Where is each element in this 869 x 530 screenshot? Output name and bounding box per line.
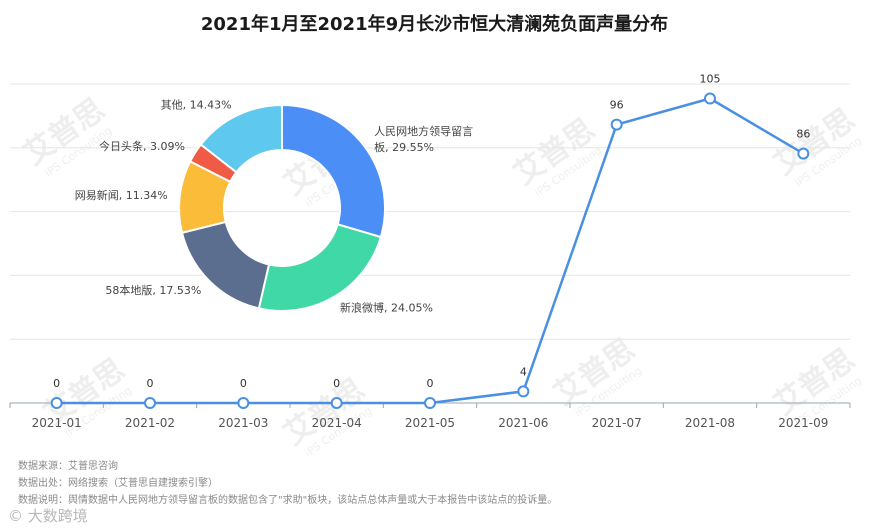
brand-logo: © 大数跨境 (8, 507, 88, 525)
pie-slice (199, 103, 283, 174)
x-tick-label: 2021-07 (592, 416, 642, 430)
pie-slice (281, 103, 386, 239)
slice-label-line: 板, 29.55% (374, 140, 434, 154)
slice-label-line: 今日头条, 3.09% (99, 139, 185, 153)
slice-label: 人民网地方领导留言板, 29.55% (374, 124, 473, 154)
data-point (797, 147, 810, 160)
slice-label-line: 58本地版, 17.53% (105, 283, 201, 297)
x-tick-label: 2021-08 (685, 416, 735, 430)
donut-chart: 人民网地方领导留言板, 29.55% 新浪微博, 24.05% 58本地版, 17.… (75, 99, 473, 315)
data-label: 0 (333, 377, 340, 390)
data-point (330, 397, 343, 409)
line-series: 0 0 0 0 0 4 96 105 86 (50, 73, 810, 409)
x-tick-label: 2021-05 (405, 416, 455, 430)
x-tick-label: 2021-01 (32, 416, 82, 430)
footnotes: 数据来源：艾普思咨询 数据出处：网络搜索（艾普思自建搜索引擎） 数据说明：舆情数… (18, 458, 557, 509)
slice-label-line: 网易新闻, 11.34% (75, 188, 168, 202)
data-point (517, 385, 530, 398)
data-label: 0 (53, 377, 60, 390)
data-label: 0 (147, 377, 154, 390)
data-point (50, 397, 63, 409)
x-tick-label: 2021-06 (498, 416, 548, 430)
x-tick-label: 2021-02 (125, 416, 175, 430)
data-point (610, 118, 623, 131)
x-tick-label: 2021-09 (778, 416, 828, 430)
data-label: 4 (520, 365, 527, 378)
slice-label: 其他, 14.43% (161, 99, 232, 112)
slice-label-line: 其他, 14.43% (161, 99, 232, 112)
data-point (144, 397, 156, 409)
slice-label: 网易新闻, 11.34% (75, 188, 168, 202)
note-origin: 数据出处：网络搜索（艾普思自建搜索引擎） (18, 478, 218, 489)
slice-label-line: 人民网地方领导留言 (374, 124, 473, 138)
slice-label: 58本地版, 17.53% (105, 283, 201, 297)
data-point (237, 397, 250, 409)
data-point (704, 92, 716, 105)
data-point (424, 397, 436, 409)
data-label: 86 (796, 128, 810, 141)
data-label: 0 (427, 377, 434, 390)
data-label: 105 (700, 73, 721, 86)
grid-lines (9, 83, 851, 408)
x-axis-labels: 2021-01 2021-02 2021-03 2021-04 2021-05 2021-… (32, 416, 829, 430)
slice-label: 今日头条, 3.09% (99, 139, 185, 153)
x-tick-label: 2021-04 (312, 416, 362, 430)
note-explanation: 数据说明：舆情数据中人民网地方领导留言板的数据包含了"求助"板块，该站点总体声量… (18, 495, 558, 506)
x-tick-label: 2021-03 (218, 416, 268, 430)
pie-slice (257, 223, 383, 312)
data-label: 0 (240, 377, 247, 390)
note-source: 数据来源：艾普思咨询 (18, 461, 118, 472)
slice-label-line: 新浪微博, 24.05% (340, 300, 433, 314)
chart-title: 2021年1月至2021年9月长沙市恒大清澜苑负面声量分布 (200, 14, 669, 35)
slice-label: 新浪微博, 24.05% (340, 300, 433, 314)
data-label: 96 (610, 99, 624, 112)
